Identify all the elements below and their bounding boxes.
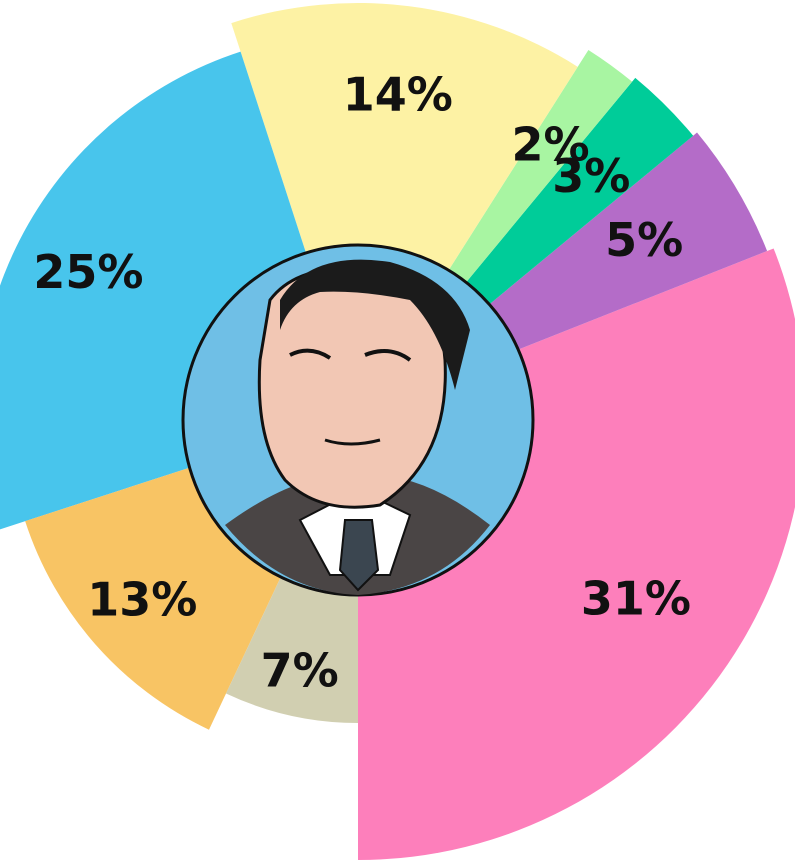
- value-label: 2%: [511, 118, 589, 172]
- avatar: [183, 245, 533, 595]
- value-label: 13%: [87, 573, 197, 627]
- value-label: 14%: [343, 68, 453, 122]
- value-label: 25%: [33, 245, 143, 299]
- page: 31%5%3%2%14%25%13%7% (() => { const data…: [0, 0, 795, 860]
- chart: 31%5%3%2%14%25%13%7%: [0, 0, 795, 860]
- value-label: 5%: [605, 213, 683, 267]
- value-label: 31%: [581, 571, 691, 625]
- value-label: 7%: [261, 644, 339, 698]
